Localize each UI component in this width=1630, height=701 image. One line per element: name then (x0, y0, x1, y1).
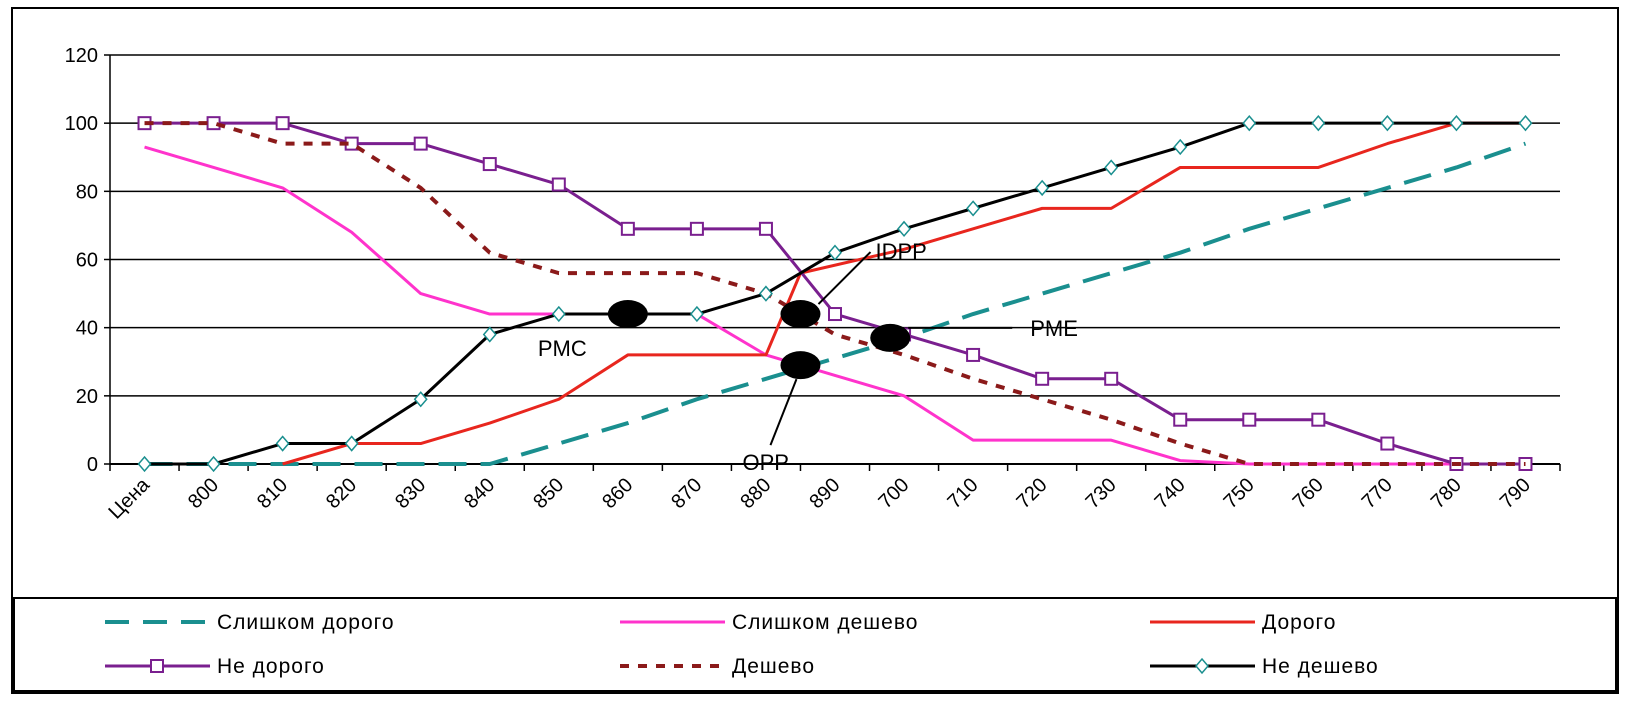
square-marker (620, 221, 635, 236)
legend: Слишком дорого Слишком дешево Дорого Не дор… (105, 611, 1379, 678)
diamond-marker (1242, 115, 1257, 132)
legend-label: Не дешево (1262, 655, 1379, 678)
series-line (144, 141, 1527, 466)
annotation-arrow (817, 251, 872, 305)
annotation-label: PME (1030, 316, 1078, 341)
y-tick-label: 60 (76, 250, 98, 272)
diamond-marker (275, 435, 290, 452)
square-marker (551, 177, 566, 192)
legend-label: Не дорого (217, 655, 325, 678)
y-tick-label: 120 (65, 45, 98, 67)
square-marker (150, 659, 164, 673)
annotation-label: OPP (742, 450, 788, 475)
annotation-label: IDPP (875, 239, 926, 264)
intersection-marker (780, 300, 821, 329)
diamond-marker (966, 200, 981, 217)
diamond-marker (1104, 159, 1119, 176)
diamond-marker (897, 220, 912, 237)
y-tick-label: 100 (65, 113, 98, 135)
diamond-marker (1380, 115, 1395, 132)
diamond-marker (206, 455, 221, 473)
square-marker (966, 347, 981, 362)
legend-label: Дорого (1262, 611, 1336, 634)
diamond-marker (482, 326, 497, 343)
legend-box (13, 597, 1617, 692)
diamond-marker (689, 305, 704, 323)
square-marker (482, 157, 497, 172)
square-marker (1173, 412, 1188, 427)
series-line (282, 121, 1526, 466)
diamond-marker (551, 305, 566, 323)
diamond-marker (137, 455, 152, 473)
legend-label: Слишком дорого (217, 611, 395, 634)
square-marker (758, 221, 773, 236)
square-marker (1311, 412, 1326, 427)
intersection-marker (780, 351, 821, 380)
square-marker (1242, 412, 1257, 427)
annotations-layer: PMC IDPP OPP PME (538, 239, 1078, 475)
legend-label: Дешево (732, 655, 815, 678)
diamond-marker (1518, 115, 1533, 132)
diamond-marker (413, 391, 428, 408)
series-line (144, 121, 1526, 466)
diamond-marker (1195, 657, 1209, 675)
square-marker (689, 221, 704, 236)
square-marker (828, 307, 842, 322)
diamond-marker (344, 435, 359, 452)
diamond-marker (758, 285, 773, 302)
y-tick-label: 20 (76, 386, 98, 408)
square-marker (275, 116, 290, 131)
y-tick-label: 40 (76, 318, 98, 340)
annotation-label: PMC (538, 336, 587, 361)
diamond-marker (1173, 138, 1188, 156)
y-axis-ticks: 0 20 40 60 80 100 120 (65, 45, 98, 476)
diamond-marker (1035, 179, 1050, 197)
square-marker (413, 136, 428, 151)
annotation-arrow (769, 378, 798, 446)
square-marker (1380, 436, 1395, 451)
y-tick-label: 80 (76, 181, 98, 203)
diamond-marker (828, 244, 842, 261)
intersection-marker (607, 300, 648, 329)
intersection-marker (870, 323, 911, 352)
diamond-marker (1449, 115, 1464, 132)
square-marker (1104, 371, 1119, 386)
square-marker (1035, 371, 1050, 386)
y-tick-label: 0 (87, 454, 98, 476)
chart-frame (11, 7, 1619, 694)
diamond-marker (1311, 115, 1326, 132)
legend-label: Слишком дешево (732, 611, 918, 634)
